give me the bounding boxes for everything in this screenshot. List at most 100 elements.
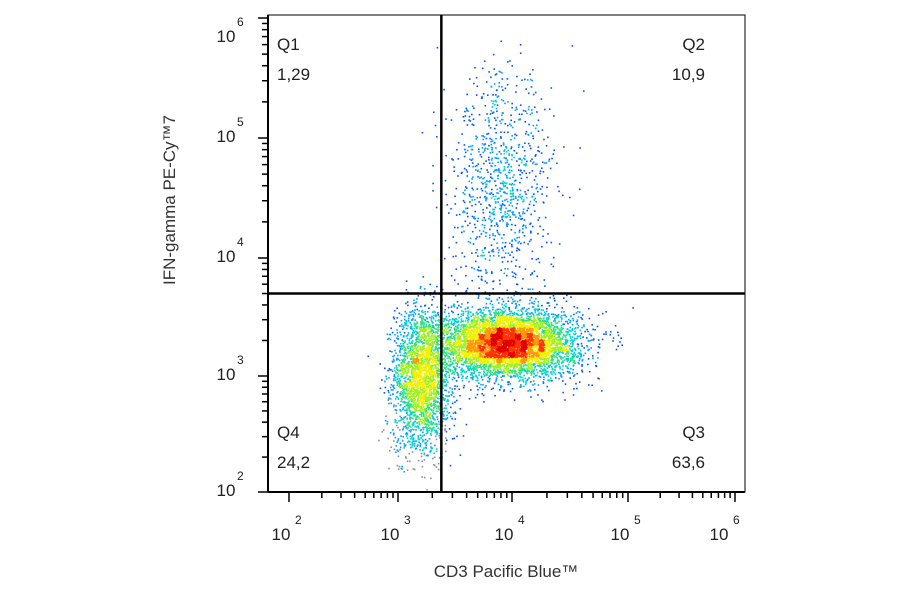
event-dot <box>408 388 410 390</box>
event-dot <box>411 353 413 356</box>
event-dot <box>543 331 545 333</box>
event-dot <box>394 333 396 336</box>
event-dot <box>466 307 469 309</box>
event-dot <box>412 313 414 316</box>
event-dot <box>579 311 581 313</box>
event-dot <box>399 383 402 385</box>
event-dot <box>444 381 446 383</box>
event-dot <box>561 332 563 334</box>
event-dot <box>425 402 428 405</box>
event-dot <box>410 342 412 345</box>
event-dot <box>423 386 425 388</box>
event-dot <box>413 360 415 363</box>
event-dot <box>428 377 431 379</box>
event-dot <box>389 350 391 352</box>
event-dot <box>414 319 417 321</box>
event-dot <box>536 317 539 319</box>
event-dot <box>433 412 436 415</box>
event-dot <box>520 385 523 388</box>
event-dot <box>421 357 423 359</box>
event-dot <box>545 339 548 342</box>
event-dot <box>401 325 403 327</box>
event-dot <box>417 426 420 428</box>
event-dot <box>416 337 419 339</box>
event-dot <box>555 377 557 379</box>
event-dot <box>534 308 537 310</box>
event-dot <box>415 333 417 336</box>
event-dot <box>398 385 401 388</box>
event-dot <box>423 382 426 384</box>
event-dot <box>423 393 426 395</box>
event-dot <box>443 257 446 260</box>
event-dot <box>470 321 473 323</box>
event-dot <box>445 348 448 351</box>
event-dot <box>519 345 522 347</box>
event-dot <box>438 381 440 384</box>
event-dot <box>462 312 465 315</box>
event-dot <box>471 373 473 375</box>
event-dot <box>501 314 504 316</box>
event-dot <box>415 384 417 387</box>
event-dot <box>392 386 395 388</box>
event-dot <box>431 354 433 357</box>
event-dot <box>429 364 431 367</box>
event-dot <box>420 397 422 400</box>
event-dot <box>533 315 535 318</box>
event-dot <box>430 317 433 319</box>
event-dot <box>442 363 445 365</box>
event-dot <box>408 452 411 455</box>
event-dot <box>414 386 416 389</box>
event-dot <box>498 296 501 299</box>
event-dot <box>415 407 418 409</box>
event-dot <box>529 327 531 330</box>
event-dot <box>436 349 439 351</box>
event-dot <box>486 372 489 374</box>
event-dot <box>559 346 562 348</box>
event-dot <box>480 314 482 317</box>
event-dot <box>532 356 535 358</box>
event-dot <box>543 378 545 381</box>
event-dot <box>412 356 414 359</box>
event-dot <box>413 379 416 381</box>
event-dot <box>411 399 414 401</box>
event-dot <box>511 321 513 323</box>
event-dot <box>433 314 435 317</box>
event-dot <box>415 301 418 303</box>
event-dot <box>449 464 452 467</box>
event-dot <box>485 336 487 338</box>
event-dot <box>489 378 491 380</box>
event-dot <box>530 315 533 317</box>
event-dot <box>574 348 576 351</box>
event-dot <box>438 339 441 342</box>
event-dot <box>588 333 591 336</box>
event-dot <box>497 357 499 359</box>
event-dot <box>415 429 417 431</box>
event-dot <box>579 335 582 337</box>
event-dot <box>408 363 411 365</box>
event-dot <box>422 311 424 314</box>
event-dot <box>406 301 409 303</box>
event-dot <box>494 313 496 315</box>
event-dot <box>542 324 544 327</box>
event-dot <box>455 361 457 364</box>
event-dot <box>419 376 421 379</box>
event-dot <box>459 394 461 397</box>
event-dot <box>564 353 567 355</box>
event-dot <box>392 433 395 436</box>
event-dot <box>434 355 437 357</box>
event-dot <box>543 311 546 313</box>
event-dot <box>408 402 410 405</box>
event-dot <box>443 381 445 383</box>
event-dot <box>566 370 569 373</box>
event-dot <box>427 365 430 367</box>
event-dot <box>437 340 439 342</box>
event-dot <box>536 314 538 316</box>
event-dot <box>491 363 493 365</box>
event-dot <box>434 444 436 447</box>
event-dot <box>433 399 436 401</box>
event-dot <box>422 346 424 348</box>
event-dot <box>422 351 424 353</box>
event-dot <box>396 366 398 369</box>
event-dot <box>449 369 452 371</box>
event-dot <box>531 288 534 291</box>
